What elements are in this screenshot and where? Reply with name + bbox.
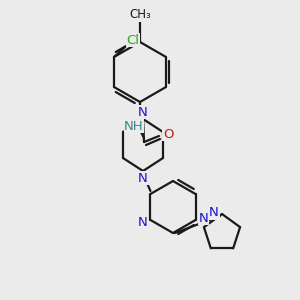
Text: N: N [138, 215, 147, 229]
Text: N: N [209, 206, 219, 220]
Text: Cl: Cl [127, 34, 140, 46]
Text: N: N [138, 172, 148, 184]
Text: CH₃: CH₃ [129, 8, 151, 22]
Text: O: O [163, 128, 173, 140]
Text: NH: NH [124, 119, 144, 133]
Text: N: N [138, 106, 148, 118]
Text: N: N [199, 212, 208, 224]
